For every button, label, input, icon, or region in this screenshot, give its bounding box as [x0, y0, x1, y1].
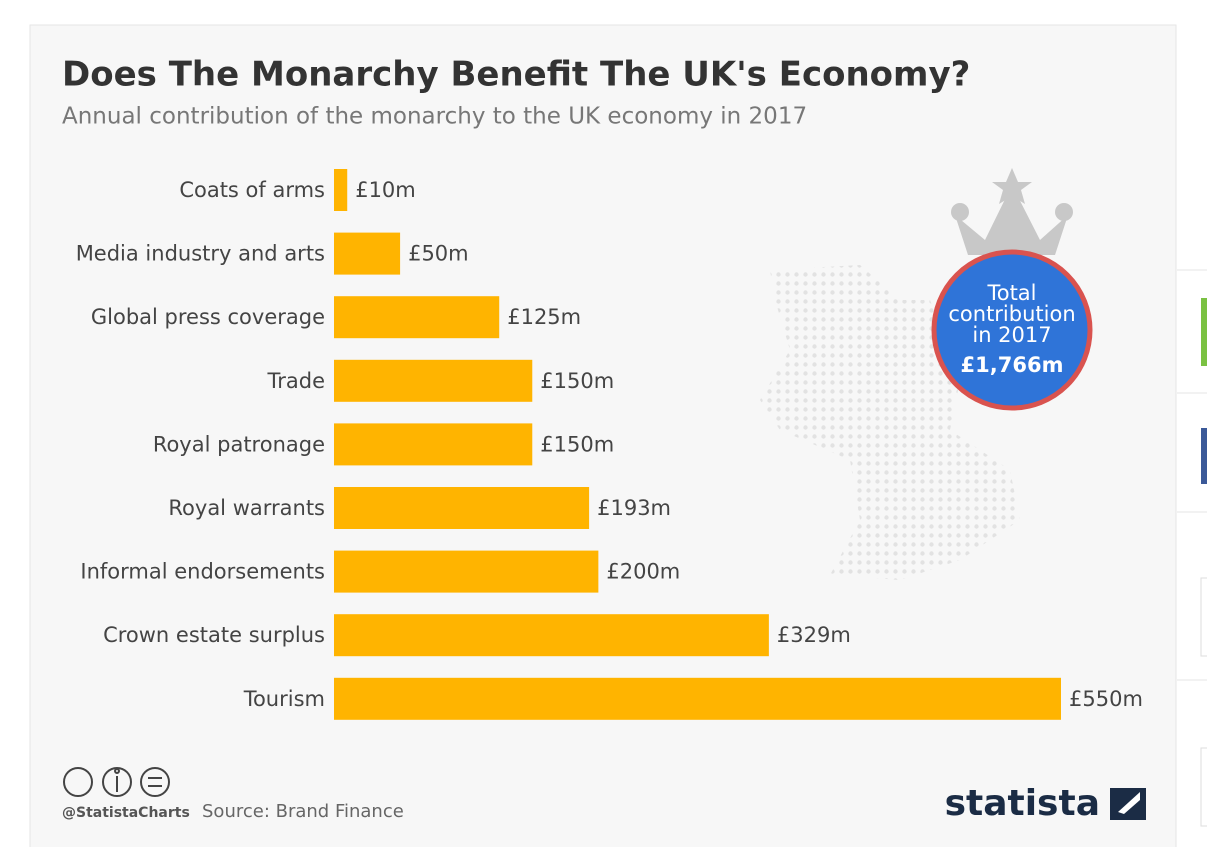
category-label: Tourism: [243, 687, 325, 711]
category-label: Media industry and arts: [76, 242, 325, 266]
total-label: contribution: [948, 302, 1075, 326]
source: Source: Brand Finance: [202, 801, 404, 822]
uk-map: [760, 265, 1020, 580]
bar: [334, 423, 533, 466]
category-label: Trade: [267, 369, 326, 393]
brand-logo: statista: [945, 783, 1100, 824]
value-label: £10m: [355, 178, 416, 202]
bar: [334, 169, 348, 211]
sidebar-button[interactable]: [1201, 298, 1207, 366]
category-label: Global press coverage: [91, 305, 325, 329]
total-label: in 2017: [972, 323, 1051, 347]
value-label: £150m: [540, 369, 614, 393]
chart-subtitle: Annual contribution of the monarchy to t…: [62, 104, 807, 130]
value-label: £550m: [1069, 687, 1143, 711]
category-label: Royal patronage: [153, 432, 325, 456]
total-badge: [931, 249, 1093, 411]
brand-icon-mark: [1118, 792, 1140, 814]
value-label: £125m: [507, 305, 581, 329]
bar: [334, 677, 1061, 720]
bar: [334, 296, 500, 339]
license-icons: [63, 767, 170, 797]
sidebar-field[interactable]: [1200, 577, 1207, 657]
crown: [951, 168, 1073, 255]
bar: [334, 487, 590, 529]
value-label: £329m: [777, 623, 851, 647]
chart-title: Does The Monarchy Benefit The UK's Econo…: [62, 55, 970, 95]
bar: [334, 359, 533, 402]
bar: [334, 550, 599, 593]
value-label: £50m: [408, 242, 469, 266]
bar: [334, 614, 769, 657]
category-label: Crown estate surplus: [103, 623, 325, 647]
category-label: Informal endorsements: [80, 560, 325, 584]
category-label: Coats of arms: [179, 178, 325, 202]
sidebar-field[interactable]: [1200, 747, 1207, 827]
value-label: £200m: [606, 560, 680, 584]
total-label: Total: [986, 281, 1036, 305]
credit: @StatistaCharts: [62, 805, 190, 821]
total-value: £1,766m: [961, 353, 1064, 377]
bar: [334, 232, 401, 275]
value-label: £150m: [540, 432, 614, 456]
sidebar-button[interactable]: [1201, 428, 1207, 484]
value-label: £193m: [597, 496, 671, 520]
category-label: Royal warrants: [168, 496, 325, 520]
